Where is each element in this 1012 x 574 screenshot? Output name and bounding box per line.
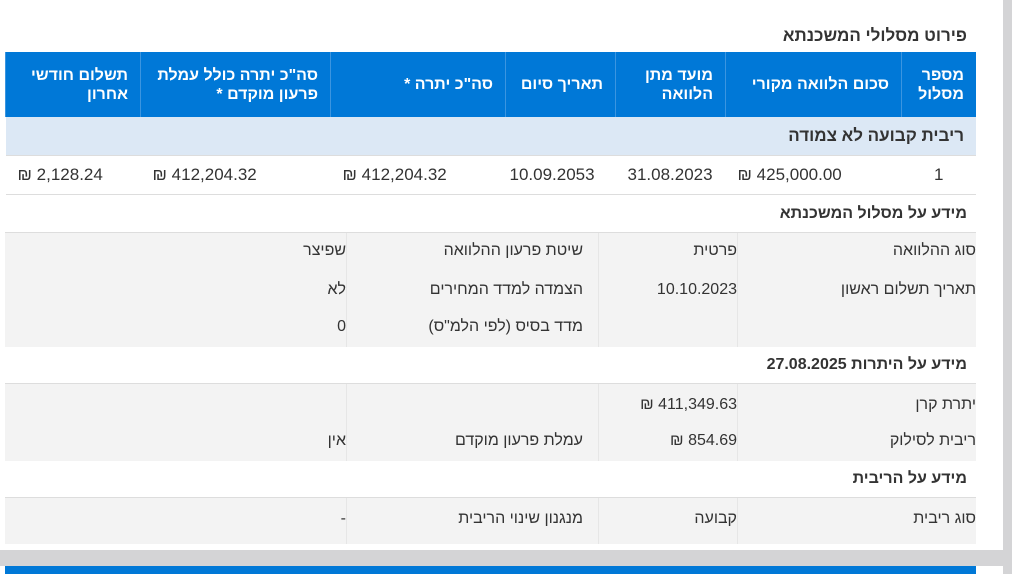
label-rate-change-mechanism: מנגנון שינוי הריבית — [458, 510, 583, 527]
col-loan-date: מועד מתן הלוואה — [615, 52, 726, 117]
label-cpi-linked: הצמדה למדד המחירים — [429, 281, 583, 298]
balance-info-heading: מידע על היתרות 27.08.2025 — [766, 356, 967, 373]
next-table-header — [5, 566, 976, 574]
balance-info-grid: יתרת קרן 411,349.63 ₪ ריבית לסילוק 854.6… — [5, 383, 976, 461]
cell-balance-with-fee: 412,204.32 ₪ — [140, 155, 331, 195]
value-prepayment-fee: אין — [327, 432, 346, 449]
col-balance-with-fee: סה"כ יתרה כולל עמלת פרעון מוקדם * — [140, 52, 331, 117]
card-separator — [0, 550, 1012, 566]
cell-original-amount: 425,000.00 ₪ — [725, 155, 902, 195]
label-accrued-interest: ריבית לסילוק — [889, 432, 976, 449]
track-info-grid: סוג ההלוואה פרטית שיטת פרעון ההלוואה שפי… — [5, 232, 976, 347]
label-principal-balance: יתרת קרן — [915, 396, 976, 413]
col-track-number: מספר מסלול — [901, 52, 976, 117]
table-header: מספר מסלול סכום הלוואה מקורי מועד מתן הל… — [5, 52, 976, 117]
table-row: 1 425,000.00 ₪ 31.08.2023 10.09.2053 412… — [5, 155, 976, 195]
label-base-index: מדד בסיס (לפי הלמ"ס) — [428, 318, 583, 335]
value-interest-type: קבועה — [694, 510, 737, 527]
interest-info-heading: מידע על הריבית — [852, 470, 967, 487]
tracks-table: מספר מסלול סכום הלוואה מקורי מועד מתן הל… — [5, 52, 976, 195]
col-total-balance: סה"כ יתרה * — [330, 52, 506, 117]
value-first-payment: 10.10.2023 — [656, 281, 737, 298]
mortgage-details-card: פירוט מסלולי המשכנתא מספר מסלול סכום הלו… — [5, 26, 976, 544]
col-end-date: תאריך סיום — [505, 52, 616, 117]
value-loan-type: פרטית — [693, 242, 737, 259]
page-title: פירוט מסלולי המשכנתא — [782, 26, 967, 45]
value-principal-balance: 411,349.63 ₪ — [640, 396, 737, 413]
label-loan-type: סוג ההלוואה — [892, 242, 976, 259]
col-original-amount: סכום הלוואה מקורי — [725, 52, 902, 117]
col-last-payment: תשלום חודשי אחרון — [5, 52, 141, 117]
cell-loan-date: 31.08.2023 — [615, 155, 726, 195]
label-interest-type: סוג ריבית — [913, 510, 976, 527]
interest-info-grid: סוג ריבית קבועה מנגנון שינוי הריבית - — [5, 497, 976, 544]
track-info-heading: מידע על מסלול המשכנתא — [779, 205, 967, 222]
group-row: ריבית קבועה לא צמודה — [5, 117, 976, 156]
value-repayment-method: שפיצר — [303, 242, 346, 259]
group-label: ריבית קבועה לא צמודה — [5, 117, 976, 156]
cell-total-balance: 412,204.32 ₪ — [330, 155, 506, 195]
cell-last-payment: 2,128.24 ₪ — [5, 155, 141, 195]
value-base-index: 0 — [337, 318, 346, 335]
value-accrued-interest: 854.69 ₪ — [670, 432, 737, 449]
label-first-payment: תאריך תשלום ראשון — [840, 281, 976, 298]
label-prepayment-fee: עמלת פרעון מוקדם — [454, 432, 583, 449]
value-cpi-linked: לא — [327, 281, 346, 298]
cell-track-number: 1 — [901, 155, 976, 195]
label-repayment-method: שיטת פרעון ההלוואה — [443, 242, 583, 259]
cell-end-date: 10.09.2053 — [505, 155, 616, 195]
value-rate-change-mechanism: - — [340, 510, 346, 527]
scrollbar-track[interactable] — [1003, 0, 1012, 574]
